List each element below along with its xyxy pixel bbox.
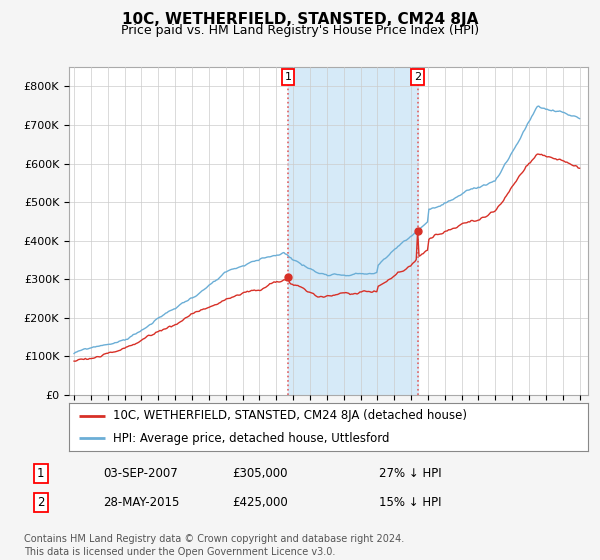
Text: 2: 2 bbox=[414, 72, 421, 82]
Text: £425,000: £425,000 bbox=[233, 496, 289, 510]
Text: 2: 2 bbox=[37, 496, 44, 510]
Text: £305,000: £305,000 bbox=[233, 466, 288, 480]
Text: Price paid vs. HM Land Registry's House Price Index (HPI): Price paid vs. HM Land Registry's House … bbox=[121, 24, 479, 36]
Text: 27% ↓ HPI: 27% ↓ HPI bbox=[379, 466, 442, 480]
Text: 1: 1 bbox=[284, 72, 292, 82]
Text: 10C, WETHERFIELD, STANSTED, CM24 8JA (detached house): 10C, WETHERFIELD, STANSTED, CM24 8JA (de… bbox=[113, 409, 467, 422]
Text: 1: 1 bbox=[37, 466, 44, 480]
Text: 10C, WETHERFIELD, STANSTED, CM24 8JA: 10C, WETHERFIELD, STANSTED, CM24 8JA bbox=[122, 12, 478, 27]
Text: 28-MAY-2015: 28-MAY-2015 bbox=[103, 496, 179, 510]
Text: HPI: Average price, detached house, Uttlesford: HPI: Average price, detached house, Uttl… bbox=[113, 432, 389, 445]
Text: Contains HM Land Registry data © Crown copyright and database right 2024.
This d: Contains HM Land Registry data © Crown c… bbox=[24, 534, 404, 557]
Text: 15% ↓ HPI: 15% ↓ HPI bbox=[379, 496, 442, 510]
Text: 03-SEP-2007: 03-SEP-2007 bbox=[103, 466, 178, 480]
Bar bbox=[288, 67, 418, 395]
